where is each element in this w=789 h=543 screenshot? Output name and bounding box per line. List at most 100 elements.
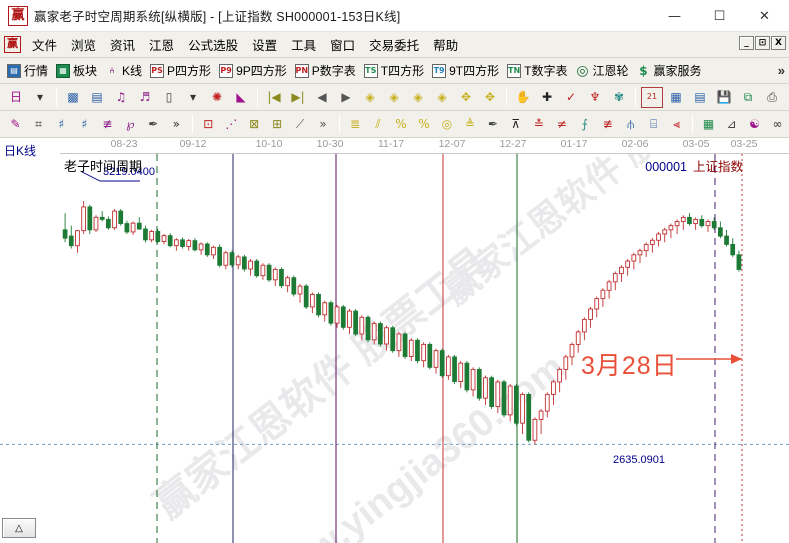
toolbar-button-kline[interactable]: ⑃ K线 <box>101 62 146 79</box>
tree-icon[interactable]: ♆ <box>589 90 601 104</box>
toolbar-button-sector[interactable]: ▦ 板块 <box>52 62 101 79</box>
report-icon[interactable]: ▤ <box>91 90 103 104</box>
mdi-close-icon[interactable]: X <box>771 36 786 50</box>
toolbar-button-quotes[interactable]: ▤ 行情 <box>3 62 52 79</box>
fibonacci-icon[interactable]: ≢ <box>102 117 113 131</box>
chart-area[interactable]: 日K线 08-23 09-12 10-10 10-30 11-17 12-07 12-27 0… <box>0 138 789 543</box>
percent2-icon[interactable]: % <box>418 117 430 131</box>
close-icon[interactable]: ✕ <box>759 8 770 24</box>
draw-pen-icon[interactable]: ✒ <box>148 117 159 131</box>
chart3-icon[interactable]: ♫ <box>115 90 127 104</box>
infinity-icon[interactable]: ∞ <box>772 117 783 131</box>
cycle-title: 老子时间周期 <box>64 159 143 174</box>
pen-icon[interactable]: ✎ <box>10 117 21 131</box>
percent-icon[interactable]: % <box>395 117 407 131</box>
indicator-icon[interactable]: ✺ <box>211 90 223 104</box>
fan-icon[interactable]: ⋰ <box>225 117 238 131</box>
toolbar-label: P数字表 <box>311 64 356 78</box>
title-bar: 赢 赢家老子时空周期系统[纵横版] - [上证指数 SH000001-153日K… <box>0 0 789 32</box>
crosshair-icon[interactable]: ✚ <box>541 90 553 104</box>
box-icon[interactable]: ⊠ <box>249 117 260 131</box>
menu-item-tools[interactable]: 工具 <box>291 39 317 53</box>
spiral-icon[interactable]: ℘ <box>126 117 135 131</box>
brain-icon[interactable]: ✾ <box>613 90 625 104</box>
toolbar-button-gann-wheel[interactable]: ◎ 江恩轮 <box>571 62 632 79</box>
gann-fan2-icon[interactable]: ♯ <box>81 117 88 131</box>
chart9-icon[interactable]: ♬ <box>139 90 151 104</box>
trend-icon[interactable]: ⊿ <box>726 117 737 131</box>
notes-icon[interactable]: ▤ <box>694 90 706 104</box>
colorchart-icon[interactable]: ◣ <box>236 90 246 104</box>
menu-item-formula-screener[interactable]: 公式选股 <box>188 39 239 53</box>
gann-fan-icon[interactable]: ♯ <box>58 117 65 131</box>
calendar-21-icon[interactable]: 21 <box>641 86 663 108</box>
minimize-icon[interactable]: — <box>668 8 681 24</box>
menu-item-trading[interactable]: 交易委托 <box>369 39 420 53</box>
shrink-icon[interactable]: ◈ <box>437 90 447 104</box>
box2-icon[interactable]: ⊞ <box>272 117 283 131</box>
grid-icon[interactable]: ⌗ <box>35 117 42 131</box>
toolbar-button-service[interactable]: $ 赢家服务 <box>632 62 705 79</box>
triangle-icon[interactable]: ⊼ <box>511 117 521 131</box>
menu-bar: 赢 文件 浏览 资讯 江恩 公式选股 设置 工具 窗口 交易委托 帮助 _ ⊡ … <box>0 32 789 58</box>
gold3-icon[interactable]: ≢ <box>602 117 613 131</box>
hand-icon[interactable]: ✋ <box>515 90 531 104</box>
menu-item-settings[interactable]: 设置 <box>252 39 278 53</box>
save-icon[interactable]: 💾 <box>716 90 732 104</box>
plot-region[interactable]: 赢家江恩软件 股票工具 www.yingjia360.com 赢家江恩软件 股票… <box>0 154 789 543</box>
expand-icon[interactable]: ◈ <box>413 90 423 104</box>
network-icon[interactable]: ▩ <box>67 90 79 104</box>
menu-item-file[interactable]: 文件 <box>32 39 58 53</box>
cycle-icon[interactable]: ⫛ <box>627 117 635 131</box>
menu-item-news[interactable]: 资讯 <box>110 39 136 53</box>
toolbar-button-9p-square[interactable]: P9 9P四方形 <box>215 62 291 79</box>
angle-icon[interactable]: ✓ <box>565 90 577 104</box>
dropdown-arrow-icon[interactable]: ▾ <box>36 90 44 104</box>
window-icon[interactable]: ⌸ <box>650 117 658 131</box>
ladder-icon[interactable]: ≣ <box>350 117 361 131</box>
overflow2-icon[interactable]: » <box>319 117 327 131</box>
toolbar-button-p-square[interactable]: PS P四方形 <box>146 62 215 79</box>
grid2-icon[interactable]: ▦ <box>702 117 715 131</box>
toolbar-button-t-square[interactable]: TS T四方形 <box>360 62 428 79</box>
print-icon[interactable]: ⎙ <box>767 90 777 104</box>
overflow-icon[interactable]: » <box>172 117 180 131</box>
gold2-icon[interactable]: ≛ <box>533 117 544 131</box>
last-page-icon[interactable]: ▶| <box>291 90 305 104</box>
mdi-minimize-icon[interactable]: _ <box>739 36 754 50</box>
zoom-left-icon[interactable]: ◈ <box>365 90 375 104</box>
toolbar-overflow-icon[interactable]: » <box>777 63 785 78</box>
parallel-icon[interactable]: ≠ <box>556 117 567 131</box>
line-icon[interactable]: ⟋ <box>295 117 305 131</box>
scroll-up-button[interactable]: △ <box>2 518 36 538</box>
next-icon[interactable]: ▶ <box>341 90 351 104</box>
zoom-right-icon[interactable]: ◈ <box>389 90 399 104</box>
menu-item-window[interactable]: 窗口 <box>330 39 356 53</box>
candlestick-chart[interactable] <box>0 154 789 543</box>
copy-icon[interactable]: ⧉ <box>743 90 753 104</box>
calendar-day-icon[interactable]: 日 <box>9 90 22 104</box>
move-h-icon[interactable]: ✥ <box>460 90 472 104</box>
menu-item-browse[interactable]: 浏览 <box>71 39 97 53</box>
mdi-restore-icon[interactable]: ⊡ <box>755 36 770 50</box>
toolbar-button-9t-square[interactable]: T9 9T四方形 <box>428 62 503 79</box>
maximize-icon[interactable]: ☐ <box>713 8 726 24</box>
move-v-icon[interactable]: ✥ <box>484 90 496 104</box>
percent-line-icon[interactable]: ⫽ <box>375 117 381 131</box>
bar-icon[interactable]: ▯ <box>165 90 173 104</box>
dropdown-arrow2-icon[interactable]: ▾ <box>189 90 197 104</box>
f-line-icon[interactable]: ⨍ <box>581 117 588 131</box>
prev-icon[interactable]: ◀ <box>317 90 327 104</box>
frame-icon[interactable]: ⊡ <box>203 117 214 131</box>
calculator-icon[interactable]: ▦ <box>670 90 682 104</box>
circle-gold-icon[interactable]: ◎ <box>441 117 453 131</box>
menu-item-help[interactable]: 帮助 <box>433 39 459 53</box>
marker-icon[interactable]: ✒ <box>487 117 498 131</box>
four-icon[interactable]: ⫷ <box>673 117 680 131</box>
toolbar-button-p-number-table[interactable]: PN P数字表 <box>291 62 360 79</box>
gold-icon[interactable]: ≜ <box>464 117 475 131</box>
toolbar-button-t-number-table[interactable]: TN T数字表 <box>503 62 571 79</box>
taiji-icon[interactable]: ☯ <box>749 117 760 131</box>
first-page-icon[interactable]: |◀ <box>267 90 281 104</box>
menu-item-gann[interactable]: 江恩 <box>149 39 175 53</box>
